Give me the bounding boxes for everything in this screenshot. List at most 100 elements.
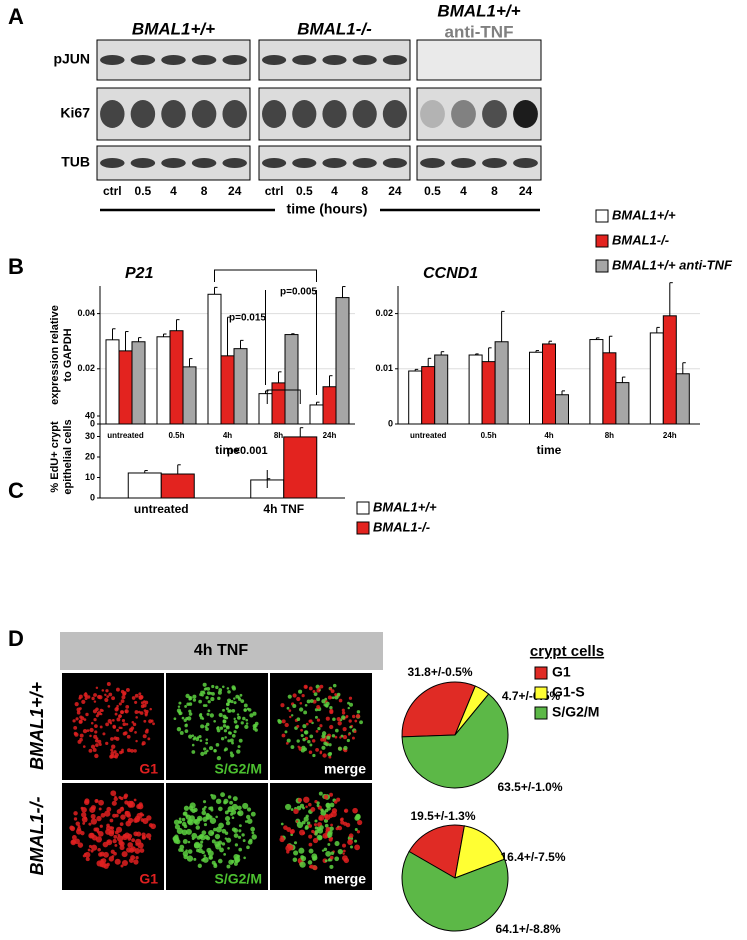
cell-dot xyxy=(119,845,125,851)
bar xyxy=(589,339,604,425)
cell-dot xyxy=(319,825,324,830)
cell-dot xyxy=(241,833,245,837)
cell-dot xyxy=(122,691,127,696)
micrograph xyxy=(166,673,268,780)
legend-swatch xyxy=(595,259,609,273)
cell-dot xyxy=(238,738,243,743)
cell-dot xyxy=(181,817,186,822)
cell-dot xyxy=(308,842,313,847)
cell-dot xyxy=(209,817,217,824)
cell-dot xyxy=(205,741,209,745)
cell-dot xyxy=(334,735,338,739)
cell-dot xyxy=(325,826,331,832)
cell-dot xyxy=(239,693,243,697)
cell-dot xyxy=(313,823,318,827)
bar xyxy=(220,355,235,425)
cell-dot xyxy=(202,682,207,687)
cell-dot xyxy=(250,811,256,817)
cell-dot xyxy=(142,817,149,825)
blot-group-subtitle: anti-TNF xyxy=(445,22,514,41)
cell-dot xyxy=(233,730,237,734)
chart-title: CCND1 xyxy=(423,265,478,282)
cell-dot xyxy=(131,696,136,700)
cell-dot xyxy=(321,849,325,852)
cell-dot xyxy=(307,860,313,865)
lane-label: 24 xyxy=(228,184,242,198)
blot-band xyxy=(382,158,407,168)
cell-dot xyxy=(231,734,236,738)
cell-dot xyxy=(95,707,99,712)
cell-dot xyxy=(174,834,179,839)
cell-dot xyxy=(342,852,345,855)
cell-dot xyxy=(106,823,110,828)
cell-dot xyxy=(229,800,233,805)
cell-dot xyxy=(301,745,306,750)
cell-dot xyxy=(189,802,196,809)
image-row-label: BMAL1-/- xyxy=(27,797,47,876)
cell-dot xyxy=(325,802,330,807)
cell-dot xyxy=(301,820,306,825)
cell-dot xyxy=(94,730,98,734)
y-tick-label: 0 xyxy=(90,418,95,428)
cell-dot xyxy=(109,826,113,830)
cell-dot xyxy=(95,686,99,690)
blot-band xyxy=(191,100,217,128)
cell-dot xyxy=(215,743,220,747)
cell-dot xyxy=(312,855,318,861)
cell-dot xyxy=(191,808,196,814)
cell-dot xyxy=(186,855,194,862)
cell-dot xyxy=(211,684,215,689)
cell-dot xyxy=(145,728,149,732)
cell-dot xyxy=(114,712,118,716)
x-tick-label: 0.5h xyxy=(481,431,497,440)
legend-label: BMAL1-/- xyxy=(612,232,669,247)
cell-dot xyxy=(188,734,193,739)
cell-dot xyxy=(105,689,109,693)
bar xyxy=(434,354,449,425)
cell-dot xyxy=(325,742,329,747)
cell-dot xyxy=(218,713,223,718)
cell-dot xyxy=(86,695,91,699)
cell-dot xyxy=(89,806,96,813)
cell-dot xyxy=(205,812,210,817)
cell-dot xyxy=(215,798,222,805)
cell-dot xyxy=(337,825,343,831)
y-tick-label: 0.04 xyxy=(77,308,95,318)
cell-dot xyxy=(138,692,142,696)
cell-dot xyxy=(90,813,96,819)
x-tick-label: 24h xyxy=(663,431,677,440)
cell-dot xyxy=(352,807,358,814)
cell-dot xyxy=(215,826,222,833)
cell-dot xyxy=(213,862,217,867)
x-axis-label: time xyxy=(537,443,562,457)
lane-label: 0.5 xyxy=(296,184,313,198)
cell-dot xyxy=(99,725,103,729)
cell-dot xyxy=(116,717,121,722)
legend-swatch xyxy=(595,234,609,248)
y-tick-label: 10 xyxy=(85,472,95,482)
cell-dot xyxy=(316,704,321,710)
cell-dot xyxy=(322,832,329,839)
cell-dot xyxy=(348,702,354,707)
annotation: p=0.015 xyxy=(229,313,266,324)
cell-dot xyxy=(70,839,77,846)
cell-dot xyxy=(71,835,77,840)
cell-dot xyxy=(81,807,87,813)
cell-dot xyxy=(347,701,350,705)
cell-dot xyxy=(130,846,136,852)
x-tick-label: 4h TNF xyxy=(263,502,304,516)
cell-dot xyxy=(184,723,188,728)
cell-dot xyxy=(238,824,242,828)
cell-dot xyxy=(217,696,221,701)
cell-dot xyxy=(334,695,339,700)
cell-dot xyxy=(119,822,124,826)
cell-dot xyxy=(143,719,147,723)
cell-dot xyxy=(176,827,184,835)
cell-dot xyxy=(220,792,226,798)
cell-dot xyxy=(227,795,232,799)
cell-dot xyxy=(240,721,244,725)
legend-swatch xyxy=(534,666,548,680)
cell-dot xyxy=(120,750,124,754)
cell-dot xyxy=(222,724,227,728)
cell-dot xyxy=(147,737,151,741)
